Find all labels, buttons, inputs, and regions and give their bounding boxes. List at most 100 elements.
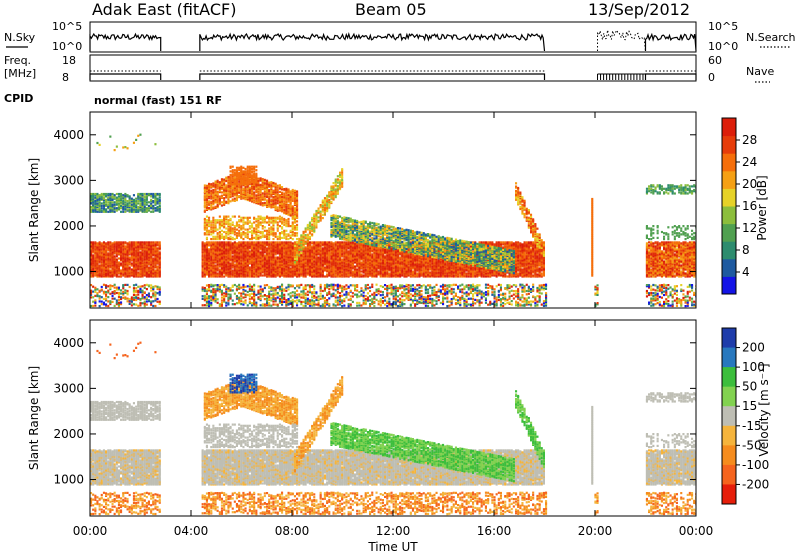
power-cell [220,269,223,272]
power-cell [266,233,269,236]
power-cell [218,288,221,291]
power-cell [137,259,140,262]
power-cell [105,290,108,294]
power-cell [285,205,288,208]
power-cell [145,261,148,264]
power-cell [261,295,264,298]
power-cell [266,199,269,202]
power-cell [205,296,208,299]
power-cell [238,296,241,299]
power-cell [223,178,226,181]
power-cell [251,234,254,237]
power-cell [227,179,230,182]
power-cell [255,185,258,188]
power-cell [156,209,159,212]
power-cell [135,261,138,264]
power-cell [266,295,269,298]
power-cell [111,210,114,213]
power-cell [158,201,161,204]
power-cell [208,262,211,265]
power-cell [107,198,110,201]
power-cell [214,222,217,225]
power-cell [227,202,230,205]
power-cell [285,194,288,197]
power-cell [233,269,236,272]
power-cell [259,293,262,296]
power-cell [111,291,114,294]
power-cell [251,185,254,188]
power-cell [233,171,236,174]
power-cell [248,241,251,244]
power-cell [145,203,148,206]
power-cell [225,215,228,218]
power-cell [233,172,236,175]
power-cell [272,241,275,244]
power-cell [143,196,146,199]
freq-panel [89,54,697,82]
power-cell [278,187,281,190]
power-cell [122,255,125,258]
power-cell [210,183,213,186]
power-cell [111,242,114,245]
power-cell [100,207,103,210]
power-cell [266,300,269,303]
power-cell [276,263,279,266]
power-cell [274,199,277,202]
power-cell [124,198,127,201]
power-cell [285,233,288,236]
power-cell [135,200,138,203]
power-cell [266,191,269,194]
power-cell [205,194,208,197]
power-cell [154,304,157,308]
power-cell [263,262,266,265]
power-cell [208,219,211,222]
power-cell [304,233,307,237]
power-cell [306,297,309,300]
power-cell [152,196,155,199]
power-cell [242,194,245,197]
power-cell [272,303,275,306]
power-cell [203,267,206,270]
power-cell [137,241,140,244]
power-cell [225,184,228,187]
power-cell [251,189,254,192]
power-cell [238,269,241,272]
power-cell [115,207,118,210]
power-cell [102,290,105,293]
power-cell [259,299,262,302]
power-cell [235,285,238,288]
power-cell [296,197,299,200]
power-cell [210,226,213,229]
power-cell [212,257,215,260]
power-cell [105,204,108,207]
power-cell [223,241,226,244]
power-cell [263,216,266,219]
power-cell [270,228,273,231]
power-cell [274,293,277,296]
power-cell [251,225,254,228]
power-cell [111,261,114,264]
power-cell [235,262,238,265]
power-cell [289,292,292,295]
power-cell [281,208,284,211]
power-cell [302,292,305,295]
nsky-segment [596,29,646,52]
power-cell [268,203,271,206]
power-cell [229,178,232,181]
power-cell [109,202,112,205]
power-cell [285,208,288,211]
power-cell [281,288,284,291]
power-cell [132,207,135,210]
power-cell [216,241,219,244]
power-cell [259,193,262,196]
power-cell [214,220,217,223]
power-cell [154,299,157,302]
power-cell [293,225,296,228]
power-cell [143,207,146,210]
power-cell [141,209,144,212]
power-cell [227,232,230,235]
power-cell [242,275,245,278]
power-cell [255,230,258,234]
power-cell [289,193,292,196]
power-cell [283,192,286,195]
